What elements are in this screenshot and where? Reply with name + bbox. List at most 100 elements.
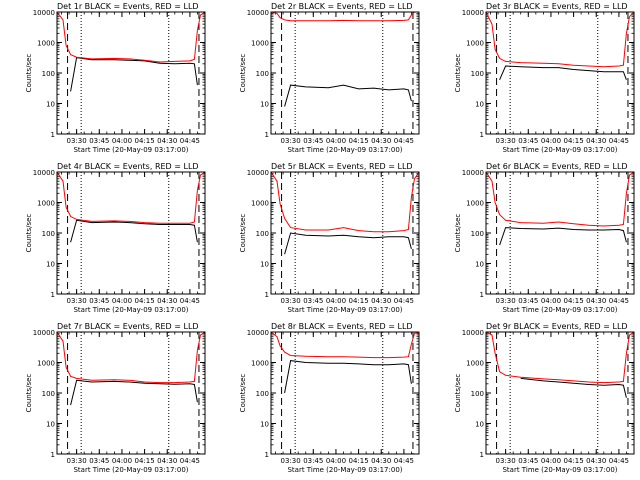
detector-panel-1: Det 1r BLACK = Events, RED = LLD Counts/s…	[25, 2, 206, 154]
y-tick-label: 10000	[33, 169, 55, 177]
y-tick-label: 1000	[251, 40, 269, 48]
y-tick-label: 10000	[462, 169, 484, 177]
lld-series-line	[270, 331, 420, 359]
x-tick-label: 04:00	[326, 457, 346, 465]
x-axis-label: Start Time (20-May-09 03:17:00)	[502, 146, 617, 154]
plot-frame	[485, 331, 635, 455]
x-tick-label: 04:00	[112, 297, 132, 305]
detector-panel-9: Det 9r BLACK = Events, RED = LLD Counts/s…	[454, 322, 635, 474]
events-series-line	[499, 65, 627, 80]
events-series-line	[499, 227, 627, 246]
x-tick-label: 04:45	[609, 297, 629, 305]
x-tick-label: 04:15	[134, 457, 154, 465]
y-tick-label: 10000	[462, 329, 484, 337]
y-tick-label: 100	[256, 70, 269, 78]
y-tick-label: 100	[42, 70, 55, 78]
x-tick-label: 03:30	[496, 137, 516, 145]
x-axis-label: Start Time (20-May-09 03:17:00)	[287, 146, 402, 154]
y-tick-label: 100	[471, 390, 484, 398]
lld-series-line	[56, 171, 206, 224]
panel-title: Det 6r BLACK = Events, RED = LLD	[486, 162, 628, 171]
x-tick-label: 03:30	[67, 297, 87, 305]
y-axis-label: Counts/sec	[454, 54, 462, 93]
events-series-line	[284, 360, 412, 394]
lld-series-line	[270, 171, 420, 233]
x-tick-label: 04:45	[394, 297, 414, 305]
x-axis-label: Start Time (20-May-09 03:17:00)	[73, 466, 188, 474]
y-tick-label: 1000	[37, 40, 55, 48]
x-tick-label: 04:15	[563, 297, 583, 305]
y-tick-label: 1000	[466, 40, 484, 48]
y-tick-label: 10000	[33, 9, 55, 17]
y-tick-label: 1000	[37, 200, 55, 208]
x-tick-label: 04:15	[348, 137, 368, 145]
panel-title: Det 5r BLACK = Events, RED = LLD	[271, 162, 413, 171]
x-tick-label: 04:30	[371, 137, 391, 145]
x-tick-label: 03:30	[281, 137, 301, 145]
x-tick-label: 04:45	[394, 137, 414, 145]
x-tick-label: 03:30	[67, 137, 87, 145]
x-axis-label: Start Time (20-May-09 03:17:00)	[502, 466, 617, 474]
y-tick-label: 10	[46, 101, 55, 109]
x-tick-label: 04:00	[326, 137, 346, 145]
y-tick-label: 1000	[37, 360, 55, 368]
y-tick-label: 100	[471, 230, 484, 238]
x-tick-label: 04:45	[180, 457, 200, 465]
detector-panel-2: Det 2r BLACK = Events, RED = LLD Counts/s…	[239, 2, 420, 154]
y-tick-label: 100	[256, 390, 269, 398]
panel-title: Det 3r BLACK = Events, RED = LLD	[486, 2, 628, 11]
x-tick-label: 03:45	[518, 137, 538, 145]
x-axis-label: Start Time (20-May-09 03:17:00)	[73, 306, 188, 314]
events-series-line	[520, 377, 627, 398]
lld-series-line	[485, 331, 635, 384]
y-tick-label: 10000	[462, 9, 484, 17]
x-tick-label: 03:45	[303, 137, 323, 145]
y-tick-label: 1	[480, 291, 484, 299]
x-tick-label: 04:15	[134, 137, 154, 145]
panel-title: Det 2r BLACK = Events, RED = LLD	[271, 2, 413, 11]
detector-panel-7: Det 7r BLACK = Events, RED = LLD Counts/s…	[25, 322, 206, 474]
x-tick-label: 04:30	[586, 457, 606, 465]
lld-series-line	[56, 11, 206, 63]
y-tick-label: 100	[256, 230, 269, 238]
x-tick-label: 03:45	[518, 297, 538, 305]
y-tick-label: 1	[480, 451, 484, 459]
lld-series-line	[485, 11, 635, 68]
x-tick-label: 03:45	[89, 137, 109, 145]
x-tick-label: 04:15	[563, 457, 583, 465]
x-tick-label: 04:30	[371, 297, 391, 305]
y-axis-label: Counts/sec	[239, 54, 247, 93]
lld-series-line	[485, 171, 635, 227]
x-tick-label: 04:30	[157, 457, 177, 465]
x-tick-label: 04:30	[157, 297, 177, 305]
x-axis-label: Start Time (20-May-09 03:17:00)	[502, 306, 617, 314]
plot-frame	[56, 171, 206, 295]
y-tick-label: 10000	[33, 329, 55, 337]
x-tick-label: 04:00	[326, 297, 346, 305]
y-tick-label: 1	[51, 451, 55, 459]
y-tick-label: 1	[480, 131, 484, 139]
x-tick-label: 04:45	[180, 137, 200, 145]
events-series-line	[284, 232, 412, 255]
plot-frame	[270, 11, 420, 135]
y-tick-label: 10	[46, 421, 55, 429]
events-series-line	[70, 379, 198, 406]
detector-panel-8: Det 8r BLACK = Events, RED = LLD Counts/s…	[239, 322, 420, 474]
y-tick-label: 10000	[247, 329, 269, 337]
x-tick-label: 04:15	[348, 297, 368, 305]
plot-frame	[485, 171, 635, 295]
x-tick-label: 04:30	[586, 297, 606, 305]
panel-title: Det 7r BLACK = Events, RED = LLD	[57, 322, 199, 331]
x-tick-label: 04:45	[609, 137, 629, 145]
x-tick-label: 03:45	[303, 457, 323, 465]
y-axis-label: Counts/sec	[239, 214, 247, 253]
y-tick-label: 1	[51, 291, 55, 299]
events-series-line	[70, 219, 198, 243]
y-tick-label: 1	[265, 291, 269, 299]
y-tick-label: 10	[260, 421, 269, 429]
y-tick-label: 1	[265, 131, 269, 139]
y-tick-label: 10	[46, 261, 55, 269]
x-tick-label: 03:30	[281, 457, 301, 465]
x-axis-label: Start Time (20-May-09 03:17:00)	[287, 466, 402, 474]
